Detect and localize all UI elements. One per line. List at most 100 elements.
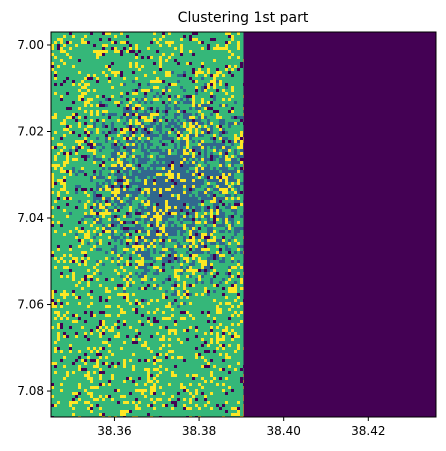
heatmap-cell (75, 173, 78, 176)
heatmap-cell (186, 206, 189, 209)
heatmap-cell (102, 65, 105, 68)
heatmap-cell (240, 92, 243, 95)
heatmap-cell (93, 86, 96, 89)
heatmap-cell (120, 56, 123, 59)
heatmap-cell (171, 41, 174, 44)
heatmap-cell (138, 182, 141, 185)
heatmap-cell (105, 251, 108, 254)
heatmap-cell (81, 233, 84, 236)
heatmap-cell (69, 137, 72, 140)
heatmap-cell (75, 50, 78, 53)
heatmap-cell (204, 62, 207, 65)
heatmap-cell (225, 71, 228, 74)
heatmap-cell (213, 161, 216, 164)
heatmap-cell (150, 239, 153, 242)
heatmap-cell (111, 167, 114, 170)
heatmap-cell (216, 245, 219, 248)
heatmap-cell (216, 158, 219, 161)
heatmap-cell (159, 164, 162, 167)
heatmap-cell (81, 179, 84, 182)
heatmap-cell (147, 164, 150, 167)
heatmap-cell (90, 224, 93, 227)
heatmap-cell (192, 239, 195, 242)
heatmap-cell (216, 257, 219, 260)
heatmap-cell (183, 209, 186, 212)
heatmap-cell (150, 116, 153, 119)
heatmap-cell (117, 230, 120, 233)
heatmap-cell (207, 212, 210, 215)
heatmap-cell (54, 188, 57, 191)
heatmap-cell (144, 200, 147, 203)
heatmap-cell (138, 89, 141, 92)
heatmap-cell (231, 176, 234, 179)
heatmap-cell (150, 233, 153, 236)
heatmap-cell (153, 197, 156, 200)
heatmap-cell (57, 32, 60, 35)
heatmap-cell (243, 152, 244, 155)
heatmap-cell (174, 128, 177, 131)
heatmap-cell (204, 182, 207, 185)
heatmap-cell (75, 233, 78, 236)
heatmap-cell (171, 197, 174, 200)
heatmap-cell (108, 143, 111, 146)
heatmap-cell (114, 206, 117, 209)
heatmap-cell (177, 143, 180, 146)
heatmap-cell (87, 104, 90, 107)
heatmap-cell (156, 68, 159, 71)
heatmap-cell (213, 215, 216, 218)
heatmap-cell (222, 50, 225, 53)
heatmap-cell (213, 227, 216, 230)
heatmap-cell (165, 74, 168, 77)
heatmap-cell (147, 209, 150, 212)
heatmap-cell (78, 50, 81, 53)
heatmap-cell (198, 65, 201, 68)
heatmap-cell (177, 152, 180, 155)
heatmap-cell (234, 194, 237, 197)
heatmap-cell (171, 128, 174, 131)
heatmap-cell (165, 251, 168, 254)
heatmap-cell (66, 191, 69, 194)
heatmap-cell (111, 149, 114, 152)
heatmap-cell (162, 212, 165, 215)
heatmap-cell (222, 131, 225, 134)
heatmap-cell (57, 50, 60, 53)
heatmap-cell (99, 158, 102, 161)
heatmap-cell (75, 170, 78, 173)
heatmap-cell (180, 155, 183, 158)
heatmap-cell (228, 200, 231, 203)
heatmap-cell (63, 182, 66, 185)
heatmap-cell (63, 110, 66, 113)
heatmap-cell (162, 119, 165, 122)
heatmap-cell (75, 44, 78, 47)
heatmap-cell (234, 191, 237, 194)
heatmap-cell (141, 188, 144, 191)
heatmap-cell (63, 143, 66, 146)
heatmap-cell (210, 254, 213, 257)
heatmap-cell (219, 188, 222, 191)
heatmap-cell (219, 173, 222, 176)
heatmap-cell (63, 98, 66, 101)
heatmap-cell (165, 227, 168, 230)
heatmap-cell (87, 173, 90, 176)
heatmap-cell (153, 179, 156, 182)
heatmap-cell (87, 98, 90, 101)
heatmap-cell (72, 104, 75, 107)
heatmap-cell (222, 200, 225, 203)
heatmap-cell (135, 191, 138, 194)
heatmap-cell (72, 101, 75, 104)
heatmap-cell (159, 245, 162, 248)
heatmap-cell (147, 167, 150, 170)
heatmap-cell (165, 110, 168, 113)
heatmap-cell (237, 143, 240, 146)
heatmap-cell (135, 164, 138, 167)
heatmap-cell (168, 53, 171, 56)
heatmap-cell (108, 149, 111, 152)
heatmap-cell (111, 95, 114, 98)
heatmap-cell (219, 221, 222, 224)
heatmap-cell (63, 38, 66, 41)
heatmap-cell (171, 203, 174, 206)
heatmap-cell (231, 149, 234, 152)
heatmap-cell (99, 83, 102, 86)
heatmap-cell (72, 251, 75, 254)
heatmap-cell (168, 209, 171, 212)
